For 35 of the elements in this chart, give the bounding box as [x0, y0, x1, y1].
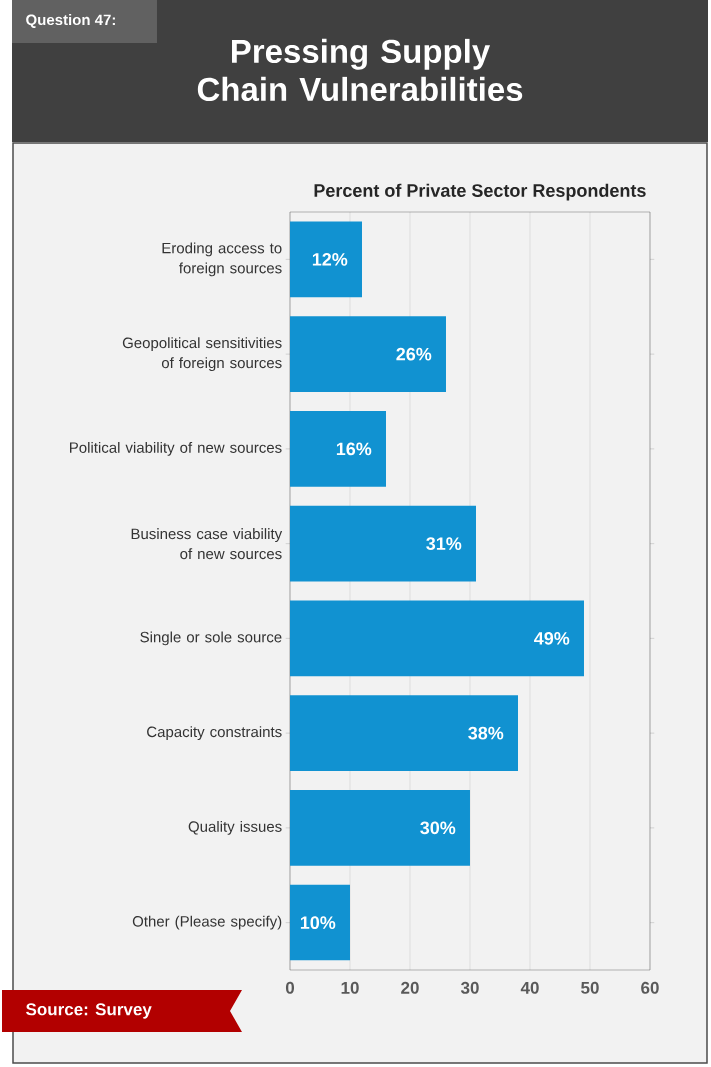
y-tick-label: Capacity constraints	[147, 726, 282, 741]
bar	[290, 410, 386, 487]
x-tick-label: 50	[581, 981, 599, 994]
y-tick-label: Quality issues	[188, 820, 282, 835]
x-tick-label: 10	[341, 981, 359, 994]
bar	[290, 221, 362, 298]
x-tick-label: 40	[520, 981, 539, 994]
x-tick-label: 30	[460, 981, 479, 994]
y-tick-label: Eroding access to foreign sources	[162, 242, 282, 277]
y-tick-label: Single or sole source	[140, 631, 282, 646]
text: Question 47:	[26, 14, 115, 28]
bar	[290, 316, 446, 393]
data-label: 30%	[420, 821, 456, 835]
x-axis-title: Percent of Private Sector Respondents	[314, 183, 646, 201]
chart-title: Pressing Supply Chain Vulnerabilities	[197, 38, 523, 102]
y-tick-label: Other (Please specify)	[132, 915, 282, 930]
bar	[290, 884, 350, 961]
data-label: 31%	[426, 537, 462, 551]
y-tick-label: Political viability of new sources	[70, 441, 282, 456]
data-label: 38%	[468, 726, 504, 740]
bar	[290, 789, 470, 866]
data-label: 16%	[336, 442, 372, 456]
data-label: 49%	[534, 632, 570, 645]
y-tick-label: Business case viability of new sources	[131, 528, 283, 560]
source-note: Source: Survey	[26, 1003, 152, 1019]
bar	[290, 600, 584, 677]
x-tick-label: 0	[285, 981, 295, 994]
bar	[290, 695, 518, 772]
x-tick-label: 60	[641, 981, 659, 994]
data-label: 10%	[300, 916, 336, 929]
data-label: 12%	[312, 253, 348, 266]
x-tick-label: 20	[401, 981, 419, 994]
bar	[290, 505, 476, 582]
y-tick-label: Geopolitical sensitivities of foreign sources	[122, 337, 282, 372]
data-label: 26%	[396, 347, 432, 361]
